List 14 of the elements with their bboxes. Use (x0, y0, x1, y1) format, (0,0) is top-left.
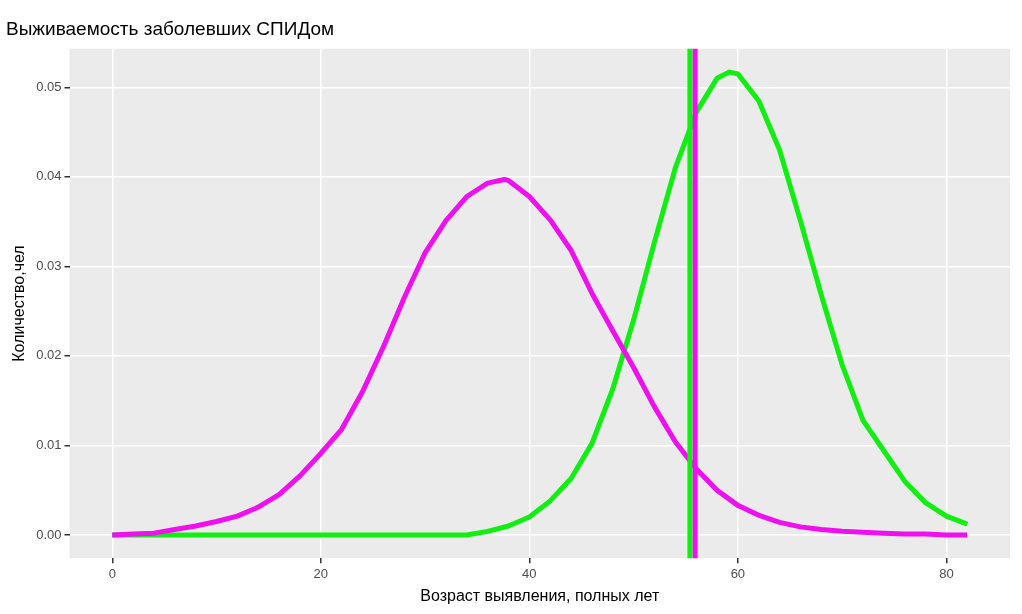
x-tick-label: 20 (313, 565, 329, 581)
y-tick-label: 0.05 (36, 78, 62, 94)
y-tick-label: 0.00 (36, 526, 62, 542)
y-axis-title: Количество,чел (10, 245, 28, 362)
y-tick-label: 0.04 (36, 168, 62, 184)
x-tick-label: 40 (522, 565, 537, 581)
y-tick-label: 0.01 (36, 436, 62, 452)
x-axis-title: Возраст выявления, полных лет (420, 586, 660, 604)
chart-title: Выживаемость заболевших СПИДом (6, 17, 335, 39)
y-tick-label: 0.02 (36, 347, 62, 363)
x-tick-label: 80 (939, 565, 954, 581)
x-tick-label: 60 (730, 565, 746, 581)
y-tick-label: 0.03 (36, 257, 62, 273)
x-tick-label: 0 (108, 565, 116, 581)
